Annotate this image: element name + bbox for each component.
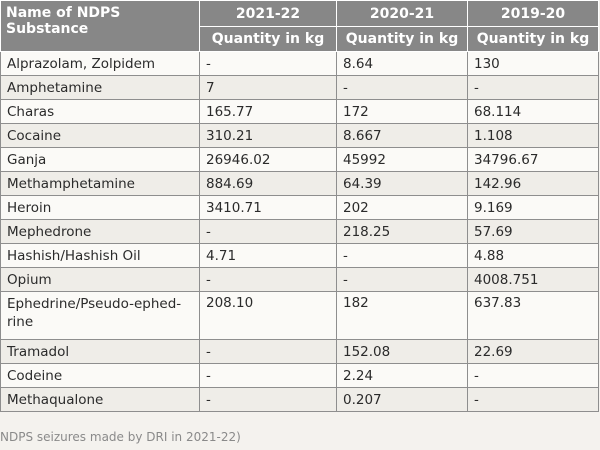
quantity-cell: 0.207 xyxy=(336,387,468,412)
substance-name: Mephedrone xyxy=(0,219,200,244)
quantity-cell: 22.69 xyxy=(467,339,599,364)
quantity-cell: 202 xyxy=(336,195,468,220)
substance-name: Codeine xyxy=(0,363,200,388)
table-row: Mephedrone - 218.25 57.69 xyxy=(0,219,599,244)
substance-name: Cocaine xyxy=(0,123,200,148)
quantity-cell: 3410.71 xyxy=(199,195,337,220)
substance-name: Methamphetamine xyxy=(0,171,200,196)
quantity-cell: 208.10 xyxy=(199,291,337,340)
table-row: Tramadol - 152.08 22.69 xyxy=(0,339,599,364)
quantity-cell: - xyxy=(467,387,599,412)
quantity-cell: 4008.751 xyxy=(467,267,599,292)
quantity-cell: 172 xyxy=(336,99,468,124)
substance-name: Ephedrine/Pseudo-ephed-rine xyxy=(0,291,200,340)
quantity-cell: 34796.67 xyxy=(467,147,599,172)
table-row: Codeine - 2.24 - xyxy=(0,363,599,388)
quantity-cell: 152.08 xyxy=(336,339,468,364)
quantity-cell: - xyxy=(199,219,337,244)
quantity-cell: 7 xyxy=(199,75,337,100)
substance-name: Hashish/Hashish Oil xyxy=(0,243,200,268)
quantity-cell: - xyxy=(336,75,468,100)
quantity-cell: 637.83 xyxy=(467,291,599,340)
table-row: Heroin 3410.71 202 9.169 xyxy=(0,195,599,220)
quantity-cell: - xyxy=(199,363,337,388)
quantity-cell: 57.69 xyxy=(467,219,599,244)
substance-name: Amphetamine xyxy=(0,75,200,100)
header-unit: Quantity in kg xyxy=(336,26,468,52)
substance-name: Tramadol xyxy=(0,339,200,364)
quantity-cell: 8.667 xyxy=(336,123,468,148)
substance-name: Charas xyxy=(0,99,200,124)
table-body: Alprazolam, Zolpidem - 8.64 130 Amphetam… xyxy=(0,51,599,412)
quantity-cell: 130 xyxy=(467,51,599,76)
header-year: 2020-21 xyxy=(336,0,468,27)
substance-name: Ganja xyxy=(0,147,200,172)
quantity-cell: 165.77 xyxy=(199,99,337,124)
quantity-cell: - xyxy=(336,243,468,268)
quantity-cell: 142.96 xyxy=(467,171,599,196)
table-caption: NDPS seizures made by DRI in 2021-22) xyxy=(0,430,241,444)
table-row: Ephedrine/Pseudo-ephed-rine 208.10 182 6… xyxy=(0,291,599,340)
header-year: 2019-20 xyxy=(467,0,599,27)
quantity-cell: 68.114 xyxy=(467,99,599,124)
quantity-cell: - xyxy=(199,51,337,76)
table-row: Hashish/Hashish Oil 4.71 - 4.88 xyxy=(0,243,599,268)
quantity-cell: 1.108 xyxy=(467,123,599,148)
quantity-cell: 218.25 xyxy=(336,219,468,244)
header-unit: Quantity in kg xyxy=(467,26,599,52)
quantity-cell: 8.64 xyxy=(336,51,468,76)
quantity-cell: - xyxy=(199,267,337,292)
substance-name: Opium xyxy=(0,267,200,292)
substance-name: Heroin xyxy=(0,195,200,220)
quantity-cell: - xyxy=(199,387,337,412)
quantity-cell: 9.169 xyxy=(467,195,599,220)
quantity-cell: 4.71 xyxy=(199,243,337,268)
header-substance-name: Name of NDPS Substance xyxy=(0,0,200,52)
table-header: Name of NDPS Substance 2021-22 2020-21 2… xyxy=(0,0,599,52)
substance-name: Methaqualone xyxy=(0,387,200,412)
header-year: 2021-22 xyxy=(199,0,337,27)
quantity-cell: 884.69 xyxy=(199,171,337,196)
table-row: Alprazolam, Zolpidem - 8.64 130 xyxy=(0,51,599,76)
table-row: Cocaine 310.21 8.667 1.108 xyxy=(0,123,599,148)
table-row: Opium - - 4008.751 xyxy=(0,267,599,292)
quantity-cell: 2.24 xyxy=(336,363,468,388)
substance-name: Alprazolam, Zolpidem xyxy=(0,51,200,76)
quantity-cell: 26946.02 xyxy=(199,147,337,172)
quantity-cell: 4.88 xyxy=(467,243,599,268)
quantity-cell: 64.39 xyxy=(336,171,468,196)
quantity-cell: 310.21 xyxy=(199,123,337,148)
quantity-cell: - xyxy=(467,75,599,100)
header-unit: Quantity in kg xyxy=(199,26,337,52)
table-row: Ganja 26946.02 45992 34796.67 xyxy=(0,147,599,172)
table-row: Methamphetamine 884.69 64.39 142.96 xyxy=(0,171,599,196)
table-row: Charas 165.77 172 68.114 xyxy=(0,99,599,124)
table-row: Amphetamine 7 - - xyxy=(0,75,599,100)
quantity-cell: 182 xyxy=(336,291,468,340)
quantity-cell: 45992 xyxy=(336,147,468,172)
quantity-cell: - xyxy=(336,267,468,292)
table-row: Methaqualone - 0.207 - xyxy=(0,387,599,412)
ndps-seizure-table: Name of NDPS Substance 2021-22 2020-21 2… xyxy=(0,0,599,412)
quantity-cell: - xyxy=(199,339,337,364)
quantity-cell: - xyxy=(467,363,599,388)
